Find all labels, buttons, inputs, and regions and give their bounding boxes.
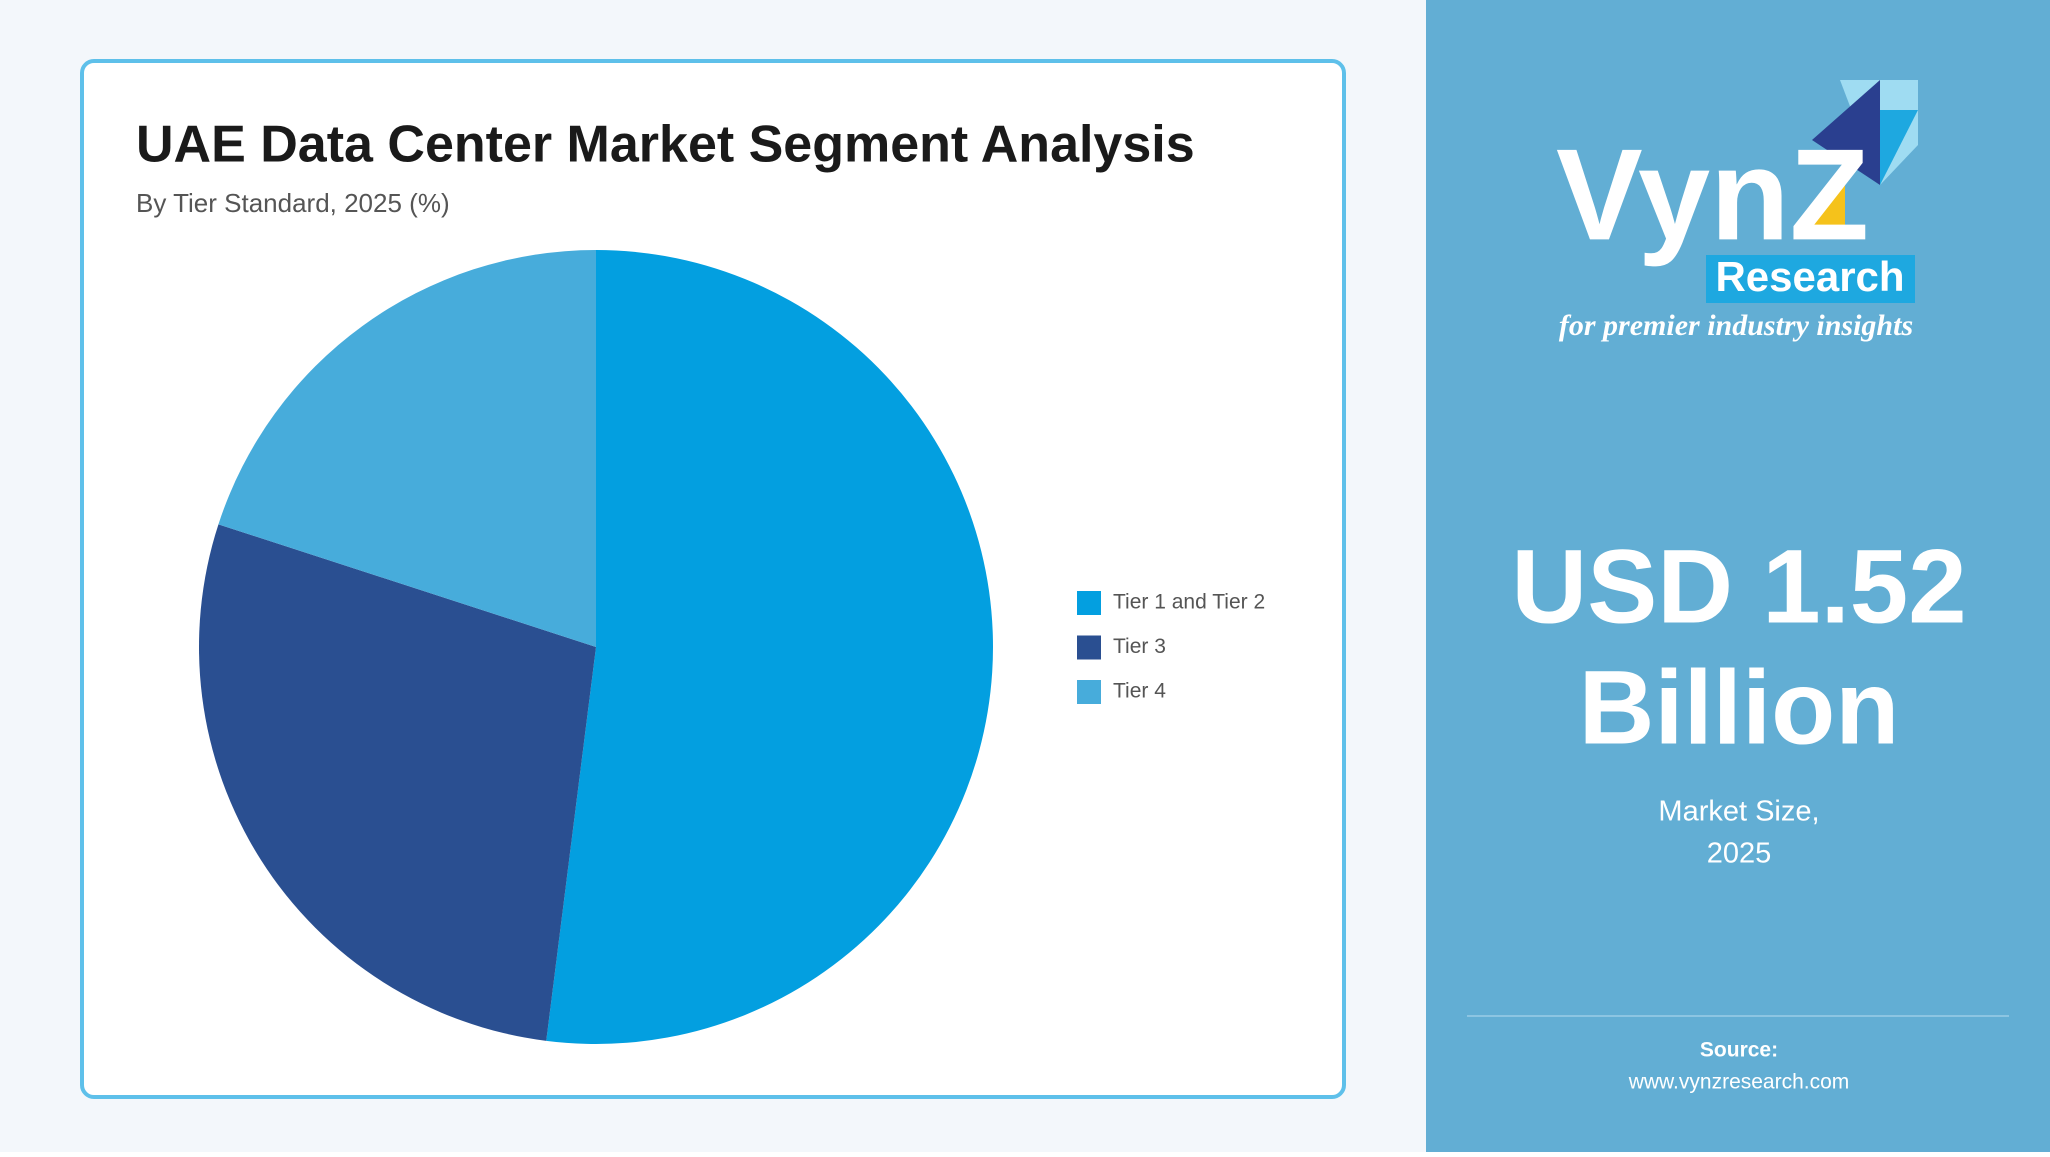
source-label: Source: xyxy=(1700,1039,1778,1062)
caption-year: 2025 xyxy=(1707,838,1772,870)
logo-name: VynZ xyxy=(1556,121,1869,267)
logo-shape xyxy=(1812,80,1880,185)
legend-label: Tier 1 and Tier 2 xyxy=(1113,591,1265,614)
pie xyxy=(199,249,994,1044)
caption: Market Size, xyxy=(1658,796,1819,828)
source-url: www.vynzresearch.com xyxy=(1628,1071,1850,1094)
pie-slice xyxy=(199,524,596,1041)
logo-badge: Research xyxy=(1715,253,1904,300)
legend-swatch xyxy=(1077,680,1101,704)
headline-unit: Billion xyxy=(1579,650,1900,767)
legend: Tier 1 and Tier 2 Tier 3 Tier 4 xyxy=(1077,591,1265,704)
logo-shape xyxy=(1880,110,1918,185)
logo: VynZ Research for premier industry insig… xyxy=(1556,80,1918,342)
logo-shape xyxy=(1800,178,1845,225)
chart-title: UAE Data Center Market Segment Analysis xyxy=(136,116,1195,174)
legend-label: Tier 4 xyxy=(1113,680,1166,703)
logo-badge-bg xyxy=(1706,255,1915,303)
legend-label: Tier 3 xyxy=(1113,635,1166,658)
pie-slice xyxy=(546,250,994,1044)
sidebar xyxy=(1426,0,2050,1152)
pie-slice xyxy=(218,249,597,647)
legend-swatch xyxy=(1077,635,1101,660)
headline: USD 1.52 xyxy=(1511,529,1966,646)
legend-swatch xyxy=(1077,591,1101,615)
chart-subtitle: By Tier Standard, 2025 (%) xyxy=(136,188,450,218)
logo-tagline: for premier industry insights xyxy=(1559,309,1913,342)
